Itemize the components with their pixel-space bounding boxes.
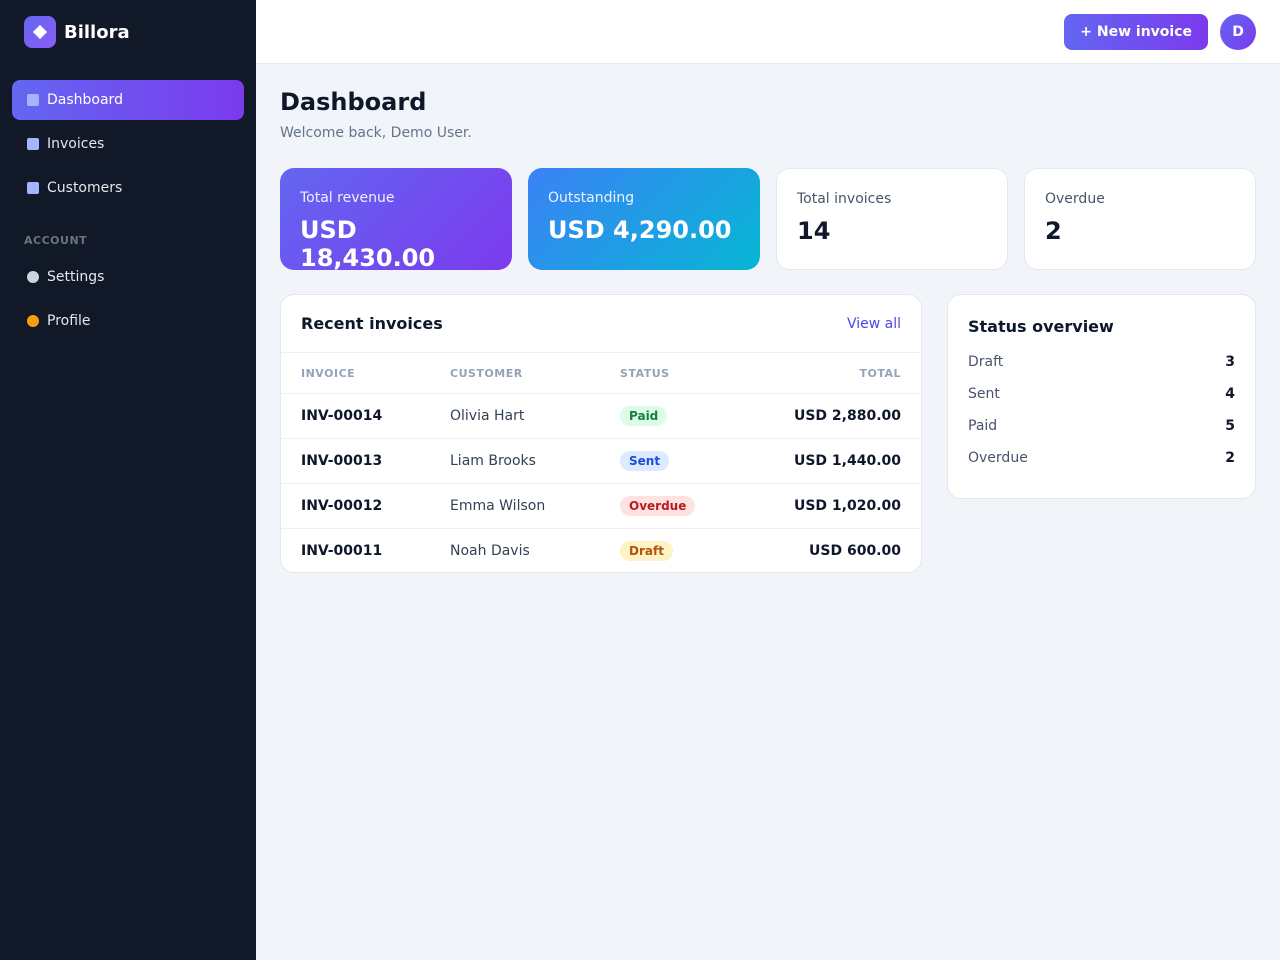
invoice-row[interactable]: INV-00014 Olivia Hart Paid USD 2,880.00 <box>281 393 921 439</box>
topbar: + New invoice D <box>256 0 1280 64</box>
nav-label: Customers <box>47 180 123 196</box>
icon <box>27 182 39 194</box>
sidebar: Billora Dashboard Invoices Customers ACC… <box>0 0 256 960</box>
status-cell: Sent <box>600 438 742 484</box>
invoice-table: INVOICE CUSTOMER STATUS TOTAL INV-00014 O… <box>281 352 921 572</box>
invoice-total: USD 600.00 <box>741 528 921 572</box>
column-header: TOTAL <box>741 352 921 394</box>
status-label: Overdue <box>968 450 1028 466</box>
status-row: Paid 5 <box>968 410 1235 442</box>
status-cell: Overdue <box>600 483 742 529</box>
nav-item[interactable]: Customers <box>12 168 244 208</box>
status-row: Draft 3 <box>968 346 1235 378</box>
brand-name: Billora <box>64 21 130 43</box>
icon <box>27 138 39 150</box>
status-label: Paid <box>968 418 998 434</box>
icon <box>27 271 39 283</box>
nav-label: Invoices <box>47 136 105 152</box>
stat-value: 2 <box>1045 217 1062 245</box>
stat-card: Overdue 2 <box>1024 168 1256 270</box>
invoice-row[interactable]: INV-00011 Noah Davis Draft USD 600.00 <box>281 528 921 572</box>
column-header: CUSTOMER <box>430 352 600 394</box>
status-cell: Paid <box>600 393 742 439</box>
avatar[interactable]: D <box>1220 14 1256 50</box>
customer-name: Noah Davis <box>430 528 600 572</box>
customer-name: Emma Wilson <box>430 483 600 529</box>
status-row: Overdue 2 <box>968 442 1235 474</box>
card-title: Recent invoices <box>301 314 443 333</box>
nav-item[interactable]: Settings <box>12 257 244 297</box>
status-badge: Paid <box>620 406 668 426</box>
invoice-number: INV-00012 <box>281 483 430 529</box>
status-count: 5 <box>1225 418 1235 434</box>
column-header: STATUS <box>600 352 742 394</box>
stat-label: Total invoices <box>797 191 892 207</box>
nav-label: Dashboard <box>47 92 123 108</box>
customer-name: Olivia Hart <box>430 393 600 439</box>
nav-label: Settings <box>47 269 105 285</box>
invoice-number: INV-00013 <box>281 438 430 484</box>
status-count: 4 <box>1225 386 1235 402</box>
page-subtitle: Welcome back, Demo User. <box>280 125 472 141</box>
nav-item[interactable]: Dashboard <box>12 80 244 120</box>
status-badge: Overdue <box>620 496 696 516</box>
status-badge: Sent <box>620 451 670 471</box>
icon <box>27 315 39 327</box>
invoice-number: INV-00014 <box>281 393 430 439</box>
nav-item[interactable]: Profile <box>12 301 244 341</box>
stat-card: Total invoices 14 <box>776 168 1008 270</box>
status-badge: Draft <box>620 541 673 562</box>
invoice-row[interactable]: INV-00013 Liam Brooks Sent USD 1,440.00 <box>281 438 921 484</box>
status-count: 2 <box>1225 450 1235 466</box>
status-count: 3 <box>1225 354 1235 370</box>
nav-item[interactable]: Invoices <box>12 124 244 164</box>
stat-label: Outstanding <box>548 190 635 206</box>
card-title: Status overview <box>968 317 1114 336</box>
logo <box>24 16 56 48</box>
status-label: Sent <box>968 386 1000 402</box>
page-title: Dashboard <box>280 88 427 116</box>
status-label: Draft <box>968 354 1004 370</box>
icon <box>27 94 39 106</box>
stat-card: Outstanding USD 4,290.00 <box>528 168 760 270</box>
invoice-row[interactable]: INV-00012 Emma Wilson Overdue USD 1,020.00 <box>281 483 921 529</box>
stat-label: Overdue <box>1045 191 1105 207</box>
column-header: INVOICE <box>281 352 430 394</box>
customer-name: Liam Brooks <box>430 438 600 484</box>
invoice-total: USD 2,880.00 <box>741 393 921 439</box>
invoice-total: USD 1,440.00 <box>741 438 921 484</box>
invoice-total: USD 1,020.00 <box>741 483 921 529</box>
invoice-number: INV-00011 <box>281 528 430 572</box>
new-invoice-button[interactable]: + New invoice <box>1064 14 1208 50</box>
view-all-link[interactable]: View all <box>846 315 901 332</box>
recent-invoices-card: Recent invoices View all INVOICE CUSTOME… <box>280 294 922 573</box>
stat-value: 14 <box>797 217 831 245</box>
status-row: Sent 4 <box>968 378 1235 410</box>
brand[interactable]: Billora <box>24 16 130 48</box>
section-label: ACCOUNT <box>24 234 88 247</box>
nav-label: Profile <box>47 313 91 329</box>
status-overview-card: Status overview Draft 3 Sent 4 Paid 5 Overdue 2 <box>947 294 1256 499</box>
stat-label: Total revenue <box>300 190 395 206</box>
stat-card: Total revenue USD 18,430.00 <box>280 168 512 272</box>
stat-value: USD 18,430.00 <box>300 216 436 272</box>
stat-value: USD 4,290.00 <box>548 216 732 244</box>
status-cell: Draft <box>600 528 742 572</box>
